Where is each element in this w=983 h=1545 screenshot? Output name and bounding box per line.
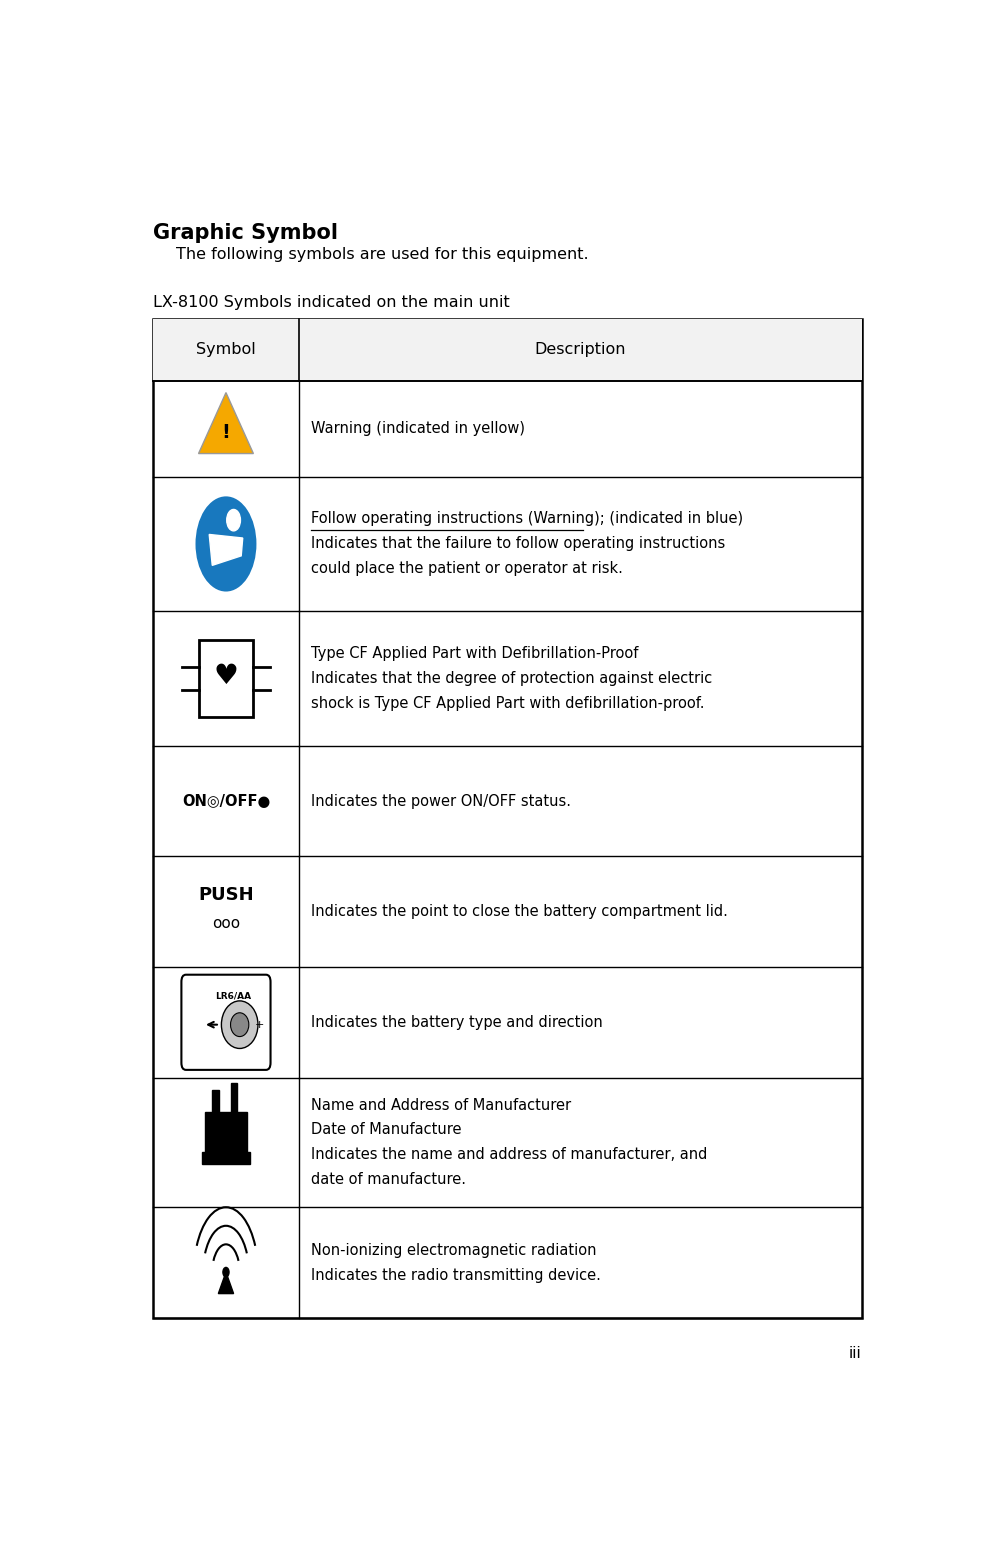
Bar [231, 1083, 238, 1111]
Text: LX-8100 Symbols indicated on the main unit: LX-8100 Symbols indicated on the main un… [153, 295, 510, 311]
Polygon shape [218, 1272, 234, 1293]
Text: Warning (indicated in yellow): Warning (indicated in yellow) [311, 422, 525, 436]
Text: Graphic Symbol: Graphic Symbol [153, 224, 338, 244]
Text: Indicates the battery type and direction: Indicates the battery type and direction [311, 1015, 603, 1031]
Bar [199, 640, 254, 717]
Bar [202, 1153, 251, 1163]
Text: Name and Address of Manufacturer: Name and Address of Manufacturer [311, 1097, 571, 1112]
Text: Date of Manufacture: Date of Manufacture [311, 1123, 461, 1137]
Text: PUSH: PUSH [199, 887, 254, 904]
Text: Description: Description [535, 341, 626, 357]
Text: Indicates the power ON/OFF status.: Indicates the power ON/OFF status. [311, 794, 571, 808]
Text: shock is Type CF Applied Part with defibrillation-proof.: shock is Type CF Applied Part with defib… [311, 697, 704, 711]
Circle shape [223, 1267, 229, 1276]
Text: iii: iii [849, 1346, 862, 1361]
FancyBboxPatch shape [182, 975, 270, 1069]
Text: Indicates that the failure to follow operating instructions: Indicates that the failure to follow ope… [311, 536, 725, 552]
Text: Follow operating instructions (Warning); (indicated in blue): Follow operating instructions (Warning);… [311, 511, 743, 527]
Ellipse shape [221, 1001, 258, 1049]
Text: The following symbols are used for this equipment.: The following symbols are used for this … [176, 247, 589, 263]
Text: could place the patient or operator at risk.: could place the patient or operator at r… [311, 561, 622, 576]
Text: !: ! [221, 423, 230, 442]
Text: LR6/AA: LR6/AA [215, 992, 252, 1001]
Circle shape [196, 496, 257, 592]
Text: Indicates that the degree of protection against electric: Indicates that the degree of protection … [311, 671, 712, 686]
Ellipse shape [231, 1014, 249, 1037]
Text: Indicates the point to close the battery compartment lid.: Indicates the point to close the battery… [311, 904, 727, 919]
Bar [153, 318, 862, 380]
Text: Symbol: Symbol [196, 341, 256, 357]
Polygon shape [199, 392, 254, 454]
Polygon shape [209, 535, 243, 565]
Text: ON◎/OFF●: ON◎/OFF● [182, 794, 270, 808]
Text: Non-ionizing electromagnetic radiation: Non-ionizing electromagnetic radiation [311, 1242, 597, 1258]
Circle shape [227, 510, 241, 531]
Text: date of manufacture.: date of manufacture. [311, 1173, 466, 1188]
Text: Type CF Applied Part with Defibrillation-Proof: Type CF Applied Part with Defibrillation… [311, 646, 638, 661]
Text: ooo: ooo [212, 916, 240, 932]
Bar [212, 1091, 219, 1111]
Bar [204, 1111, 248, 1153]
Text: Indicates the radio transmitting device.: Indicates the radio transmitting device. [311, 1267, 601, 1282]
Text: Indicates the name and address of manufacturer, and: Indicates the name and address of manufa… [311, 1148, 707, 1162]
Bar [153, 318, 862, 1318]
Text: ♥: ♥ [213, 663, 239, 691]
Text: +: + [255, 1020, 264, 1029]
